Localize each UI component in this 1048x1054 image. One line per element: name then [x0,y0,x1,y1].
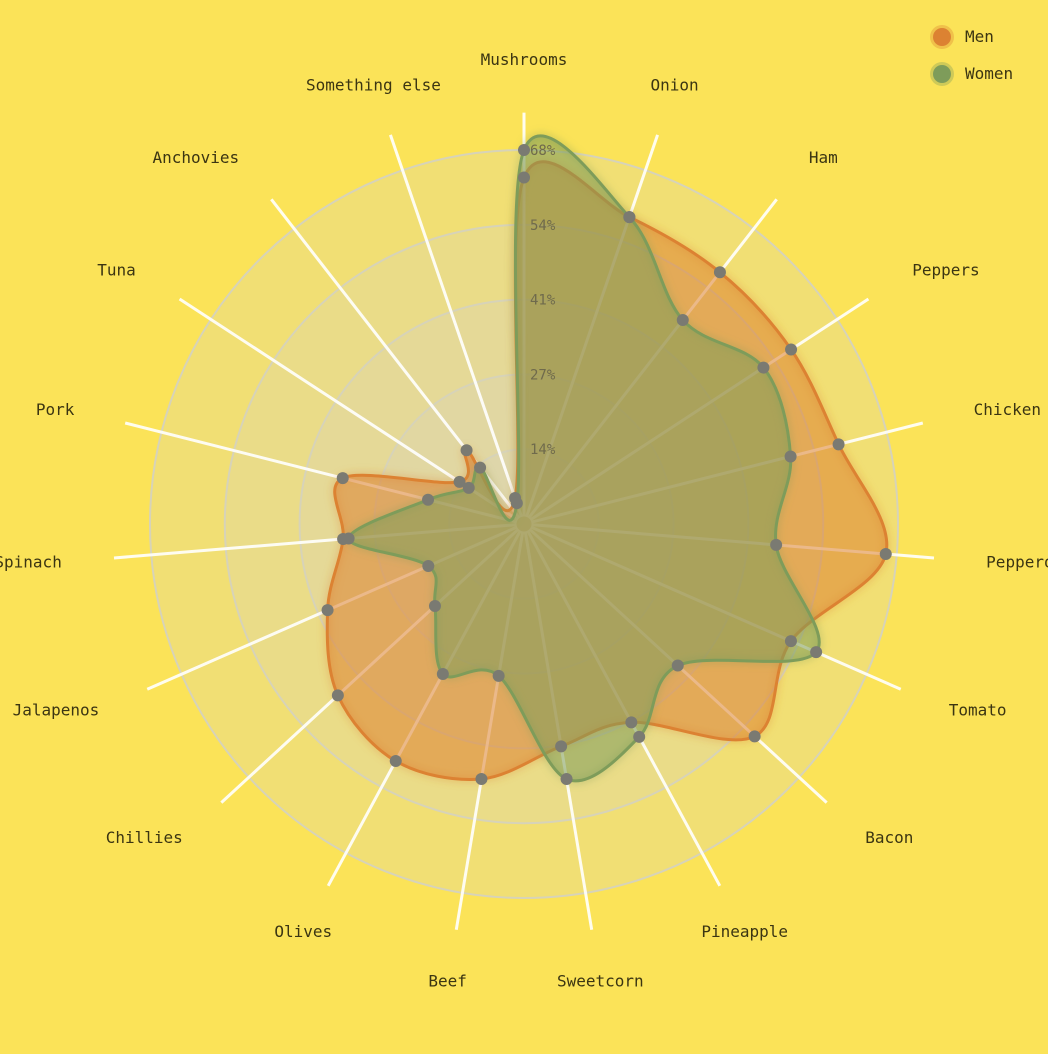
point-women-bacon[interactable] [671,659,684,672]
point-men-peppers[interactable] [785,343,798,356]
point-women-pork[interactable] [422,493,435,506]
axis-label-pork: Pork [36,400,75,419]
axis-label-ham: Ham [809,148,838,167]
point-women-pepperoni[interactable] [770,538,783,551]
axis-label-chillies: Chillies [106,828,183,847]
legend-swatch-women[interactable] [933,65,951,83]
point-men-sweetcorn[interactable] [555,740,568,753]
axis-label-pepperoni: Pepperoni [986,552,1048,571]
point-women-chicken[interactable] [784,450,797,463]
axis-label-tuna: Tuna [97,260,136,279]
axis-labels: Mushrooms Onion Ham Peppers Chicken Pepperoni… [0,50,1048,990]
point-men-olives[interactable] [389,755,402,768]
point-women-tomato[interactable] [810,646,823,659]
point-men-mushrooms[interactable] [518,171,530,184]
axis-label-chicken: Chicken [974,400,1041,419]
point-women-spinach[interactable] [342,532,355,545]
tick-label: 54% [530,218,556,234]
series-points [321,144,892,785]
point-women-beef[interactable] [492,669,505,682]
axis-label-jalapenos: Jalapenos [13,700,100,719]
axis-label-something-else: Something else [306,75,441,94]
point-men-anchovies[interactable] [460,444,473,457]
point-men-jalapenos[interactable] [321,604,334,617]
point-men-ham[interactable] [713,266,726,279]
point-men-tomato[interactable] [784,635,797,648]
point-men-pineapple[interactable] [625,716,638,729]
point-women-onion[interactable] [623,211,636,224]
axis-label-pineapple: Pineapple [701,922,788,941]
point-men-pork[interactable] [336,472,349,485]
legend-label-men[interactable]: Men [965,27,994,46]
point-men-tuna[interactable] [453,475,466,488]
axis-label-spinach: Spinach [0,552,62,571]
axis-label-olives: Olives [274,922,332,941]
legend[interactable]: Men Women [930,25,1013,86]
point-women-jalapenos[interactable] [422,559,435,572]
axis-label-anchovies: Anchovies [152,148,239,167]
point-men-pepperoni[interactable] [879,547,892,560]
tick-label: 41% [530,293,556,309]
tick-labels: 14% 27% 41% 54% 68% [530,143,556,458]
legend-label-women[interactable]: Women [965,64,1013,83]
point-women-peppers[interactable] [757,361,770,374]
point-men-chillies[interactable] [331,689,344,702]
spoke-something-else [388,134,523,518]
point-women-mushrooms[interactable] [518,144,530,156]
axis-label-sweetcorn: Sweetcorn [557,971,644,990]
axis-label-mushrooms: Mushrooms [481,50,568,69]
point-women-anchovies[interactable] [474,461,487,474]
point-women-sweetcorn[interactable] [560,772,573,785]
axis-label-bacon: Bacon [865,828,913,847]
axis-label-tomato: Tomato [949,700,1007,719]
point-men-beef[interactable] [475,772,488,785]
point-women-tuna[interactable] [462,481,475,494]
legend-swatch-men[interactable] [933,28,951,46]
axis-label-beef: Beef [428,971,467,990]
tick-label: 68% [530,143,556,159]
point-women-pineapple[interactable] [633,730,646,743]
tick-label: 14% [530,442,556,458]
point-men-bacon[interactable] [748,730,761,743]
point-men-chicken[interactable] [832,438,845,451]
point-women-something-else[interactable] [510,497,523,510]
point-women-olives[interactable] [436,667,449,680]
point-women-chillies[interactable] [428,599,441,612]
series-area-women [347,134,821,783]
point-women-ham[interactable] [676,314,689,327]
tick-label: 27% [530,367,556,383]
axis-label-onion: Onion [650,75,698,94]
axis-label-peppers: Peppers [912,260,979,279]
series-areas [324,132,890,784]
